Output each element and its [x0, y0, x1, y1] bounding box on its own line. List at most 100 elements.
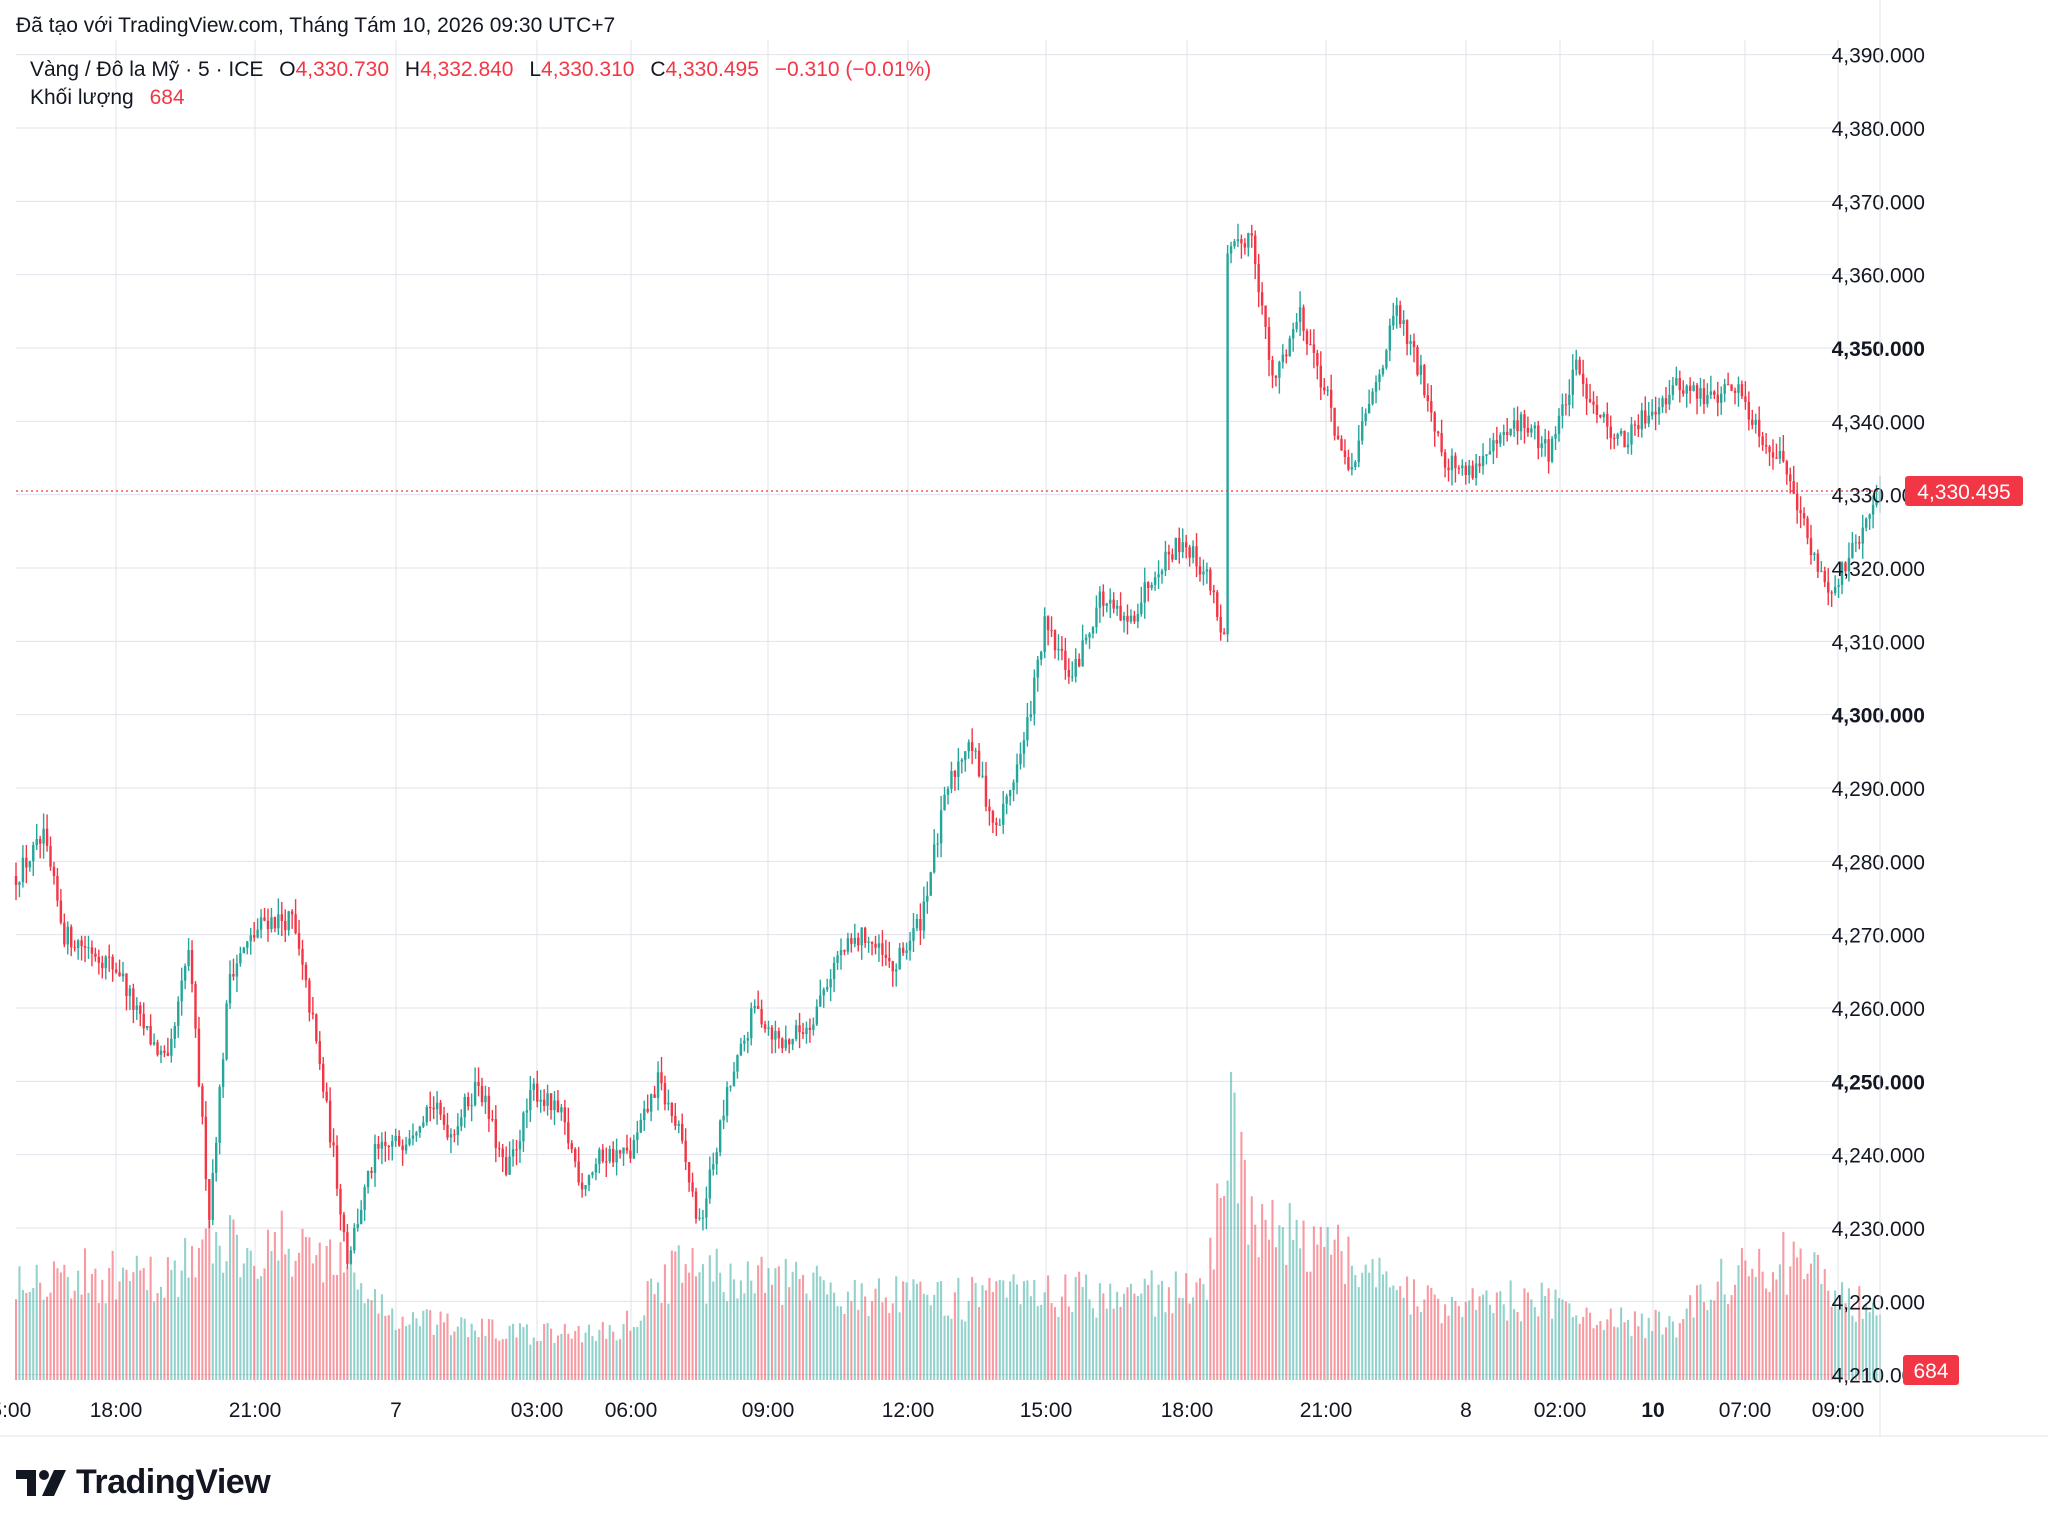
volume-bar [208, 1220, 211, 1380]
candle-body [256, 929, 259, 938]
volume-bar [625, 1310, 629, 1380]
candle-body [70, 926, 73, 948]
candle-body [815, 1006, 819, 1025]
volume-bar [657, 1282, 660, 1380]
volume-bar [1682, 1319, 1685, 1380]
candle-body [560, 1107, 563, 1113]
candle-body [1105, 603, 1108, 606]
open-value: 4,330.730 [295, 58, 390, 81]
candle-body [605, 1161, 608, 1163]
volume-bar [1796, 1257, 1799, 1380]
candle-body [1495, 440, 1499, 444]
volume-bar [159, 1286, 163, 1380]
volume-bar [798, 1278, 801, 1380]
candle-body [197, 1028, 201, 1087]
volume-bar [1595, 1325, 1598, 1380]
candle-body [1530, 428, 1533, 433]
candle-body [1057, 648, 1060, 651]
volume-bar [871, 1301, 874, 1380]
volume-bar [1274, 1247, 1277, 1380]
volume-bar [128, 1280, 131, 1380]
candle-body [1751, 419, 1754, 425]
volume-bar [470, 1323, 473, 1380]
volume-bar [191, 1246, 194, 1380]
price-tick-label: 4,290.000 [1832, 778, 1925, 801]
volume-bar [819, 1276, 822, 1380]
candle-body [1295, 322, 1298, 330]
candle-body [1740, 384, 1744, 397]
volume-bar [163, 1297, 166, 1380]
volume-bar [1185, 1273, 1188, 1380]
volume-bar [1337, 1224, 1340, 1380]
candle-body [460, 1117, 463, 1127]
candle-body [1098, 591, 1102, 608]
candle-body [715, 1152, 718, 1165]
candle-body [522, 1112, 525, 1142]
candle-body [1847, 557, 1851, 572]
volume-bar [777, 1266, 780, 1380]
candle-body [1851, 542, 1854, 558]
volume-bar [1091, 1308, 1095, 1380]
candle-body [1523, 414, 1526, 428]
candle-body [798, 1025, 801, 1033]
volume-bar [377, 1313, 380, 1380]
candle-body [1454, 455, 1457, 468]
volume-bar [280, 1210, 283, 1380]
volume-bar [1709, 1299, 1712, 1380]
candle-body [767, 1027, 770, 1029]
price-tick-label: 4,240.000 [1832, 1145, 1925, 1168]
volume-bar [908, 1300, 912, 1380]
volume-bar [1309, 1271, 1312, 1380]
symbol-name[interactable]: Vàng / Đô la Mỹ · 5 · ICE [30, 58, 264, 81]
volume-bar [1571, 1317, 1574, 1380]
volume-bar [546, 1323, 549, 1380]
price-tick-label: 4,260.000 [1832, 998, 1925, 1021]
volume-bar [1388, 1287, 1391, 1380]
candle-body [1084, 637, 1088, 641]
volume-bar [808, 1300, 811, 1380]
volume-bar [1509, 1280, 1512, 1380]
volume-bar [774, 1268, 777, 1380]
candle-body [901, 947, 905, 953]
candle-body [1616, 433, 1619, 439]
candle-body [1012, 782, 1015, 791]
volume-bar [501, 1339, 504, 1380]
volume-bar [1409, 1314, 1412, 1380]
volume-bar [505, 1338, 508, 1380]
candle-body [425, 1106, 428, 1123]
candle-body [1505, 431, 1509, 436]
candle-body [453, 1134, 456, 1136]
candle-body [401, 1145, 404, 1151]
volume-bar [84, 1248, 87, 1380]
volume-bar [1350, 1265, 1353, 1380]
tradingview-logo[interactable]: TradingView [16, 1463, 271, 1502]
volume-bar [346, 1267, 349, 1380]
candle-body [1720, 393, 1723, 403]
volume-bar [1078, 1271, 1081, 1380]
volume-bar [239, 1277, 242, 1380]
candle-body [653, 1094, 656, 1098]
volume-bar [1813, 1252, 1816, 1380]
candle-body [853, 937, 857, 944]
candle-body [1278, 362, 1281, 378]
volume-bar [1689, 1295, 1692, 1380]
volume-bar [1782, 1231, 1785, 1380]
candle-body [1519, 414, 1523, 432]
volume-bar [1395, 1289, 1398, 1380]
volume-bar [1247, 1244, 1250, 1380]
candle-body [822, 989, 825, 996]
candle-body [1160, 570, 1164, 575]
volume-bar [1523, 1288, 1526, 1380]
volume-bar [522, 1327, 525, 1380]
volume-bar [373, 1289, 377, 1380]
candle-body [1140, 602, 1143, 614]
candle-body [1436, 431, 1440, 434]
volume-bar [953, 1292, 956, 1380]
candle-body [1768, 446, 1771, 453]
volume-bar [80, 1294, 83, 1380]
volume-bar [1847, 1288, 1850, 1380]
volume-bar [1568, 1303, 1571, 1380]
volume-bar [1402, 1297, 1405, 1380]
volume-bar [1295, 1219, 1298, 1380]
